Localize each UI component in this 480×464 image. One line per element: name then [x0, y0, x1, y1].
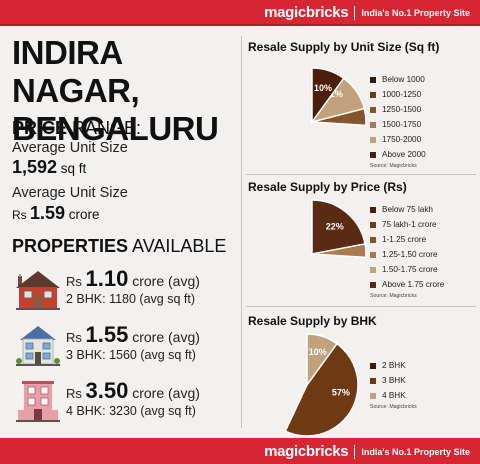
brand-footer: magicbricks India's No.1 Property Site	[264, 443, 470, 460]
property-price: Rs 1.55 crore (avg)	[66, 322, 200, 347]
avg-unit-size-label: Average Unit Size	[12, 140, 128, 156]
legend-item: 1.25-1.50 crore	[370, 247, 444, 262]
legend-swatch	[370, 121, 376, 128]
pie-chart-unit-size: 5%26%26%12%21%10%	[311, 67, 367, 127]
pie-data-label: 22%	[326, 222, 344, 232]
pie-data-label: 21%	[325, 89, 343, 99]
property-price: Rs 3.50 crore (avg)	[66, 378, 200, 403]
brand-tagline-footer: India's No.1 Property Site	[361, 446, 470, 457]
legend-swatch	[370, 377, 376, 384]
house-icon	[16, 271, 60, 310]
bottom-banner: magicbricks India's No.1 Property Site	[0, 438, 480, 464]
legend-label: 1500-1750	[382, 120, 422, 129]
pie-chart-bhk: 33%57%10%	[284, 333, 359, 437]
legend-item: 2 BHK	[370, 358, 417, 373]
avg-unit-size-value: 1,592 sq ft	[12, 157, 87, 177]
legend-bhk: 2 BHK 3 BHK 4 BHK Source: Magicbricks	[370, 358, 417, 410]
pie-slice	[311, 67, 345, 125]
legend-item: 1.50-1.75 crore	[370, 262, 444, 277]
legend-item: Below 1000	[370, 72, 426, 87]
legend-price: Below 75 lakh 75 lakh-1 crore 1-1.25 crore…	[370, 202, 444, 299]
bungalow-icon	[16, 326, 60, 366]
legend-swatch	[370, 266, 376, 273]
legend-item: 1500-1750	[370, 117, 426, 132]
legend-label: 1.50-1.75 crore	[382, 265, 438, 274]
legend-item: 1250-1500	[370, 102, 426, 117]
legend-label: 1250-1500	[382, 105, 422, 114]
legend-label: 1.25-1.50 crore	[382, 250, 438, 259]
legend-label: Above 1.75 crore	[382, 280, 445, 289]
property-detail: 2 BHK: 1180 (avg sq ft)	[66, 292, 195, 306]
legend-swatch	[370, 362, 376, 369]
top-banner: magicbricks India's No.1 Property Site	[0, 0, 480, 26]
legend-swatch	[370, 221, 376, 228]
pie-slice	[311, 199, 366, 255]
legend-item: 1750-2000	[370, 132, 426, 147]
legend-label: 3 BHK	[382, 376, 406, 385]
price-range-heading: PRICE RANGE:	[12, 118, 142, 138]
legend-swatch	[370, 251, 376, 258]
legend-item: 75 lakh-1 crore	[370, 217, 444, 232]
chart-source: Source: Magicbricks	[370, 404, 417, 410]
property-detail: 4 BHK: 3230 (avg sq ft)	[66, 404, 196, 418]
legend-label: 75 lakh-1 crore	[382, 220, 437, 229]
brand-logo-footer: magicbricks	[264, 443, 349, 460]
legend-swatch	[370, 76, 376, 83]
legend-swatch	[370, 106, 376, 113]
location-title: INDIRA NAGAR, BENGALURU	[12, 34, 240, 148]
legend-item: Above 1.75 crore	[370, 277, 444, 292]
legend-item: 4 BHK	[370, 388, 417, 403]
location-line-1: INDIRA NAGAR,	[12, 34, 140, 109]
legend-label: Below 1000	[382, 75, 425, 84]
avg-price-value: Rs 1.59 crore	[12, 203, 100, 223]
property-detail: 3 BHK: 1560 (avg sq ft)	[66, 348, 196, 362]
townhouse-icon	[16, 381, 60, 422]
legend-label: 1750-2000	[382, 135, 422, 144]
pie-chart-price: 8%10%21%26%13%22%	[311, 199, 367, 259]
property-item-4bhk: Rs 3.50 crore (avg) 4 BHK: 3230 (avg sq …	[12, 378, 240, 424]
legend-swatch	[370, 281, 376, 288]
legend-item: Below 75 lakh	[370, 202, 444, 217]
charts-panel: Resale Supply by Unit Size (Sq ft) 5%26%…	[246, 26, 476, 438]
legend-label: 1-1.25 crore	[382, 235, 427, 244]
legend-label: 4 BHK	[382, 391, 406, 400]
legend-label: 1000-1250	[382, 90, 422, 99]
legend-label: Below 75 lakh	[382, 205, 433, 214]
legend-item: 1000-1250	[370, 87, 426, 102]
summary-panel: INDIRA NAGAR, BENGALURU PRICE RANGE: Ave…	[12, 26, 240, 438]
property-item-3bhk: Rs 1.55 crore (avg) 3 BHK: 1560 (avg sq …	[12, 322, 240, 368]
chart-title-bhk: Resale Supply by BHK	[248, 314, 377, 328]
chart-title-unit-size: Resale Supply by Unit Size (Sq ft)	[248, 40, 440, 54]
property-item-2bhk: Rs 1.10 crore (avg) 2 BHK: 1180 (avg sq …	[12, 266, 240, 312]
pie-data-label: 10%	[309, 347, 327, 357]
legend-item: 3 BHK	[370, 373, 417, 388]
legend-swatch	[370, 91, 376, 98]
legend-unit-size: Below 1000 1000-1250 1250-1500 1500-1750 175…	[370, 72, 426, 169]
location-line-2: BENGALURU	[12, 110, 219, 147]
legend-item: 1-1.25 crore	[370, 232, 444, 247]
legend-label: Above 2000	[382, 150, 426, 159]
avg-price-label: Average Unit Size	[12, 185, 128, 201]
legend-swatch	[370, 136, 376, 143]
properties-heading: PROPERTIES AVAILABLE	[12, 236, 227, 256]
chart-source: Source: Magicbricks	[370, 293, 417, 299]
legend-swatch	[370, 206, 376, 213]
chart-source: Source: Magicbricks	[370, 163, 417, 169]
property-price: Rs 1.10 crore (avg)	[66, 266, 200, 291]
chart-title-price: Resale Supply by Price (Rs)	[248, 180, 407, 194]
brand-logo: magicbricks	[264, 4, 349, 21]
legend-item: Above 2000	[370, 147, 426, 162]
pie-data-label: 57%	[332, 388, 350, 398]
pie-data-label: 10%	[314, 83, 332, 93]
pie-slice	[306, 333, 339, 388]
legend-swatch	[370, 392, 376, 399]
brand-tagline: India's No.1 Property Site	[361, 7, 470, 18]
brand-header: magicbricks India's No.1 Property Site	[264, 4, 470, 21]
legend-swatch	[370, 151, 376, 158]
legend-label: 2 BHK	[382, 361, 406, 370]
legend-swatch	[370, 236, 376, 243]
